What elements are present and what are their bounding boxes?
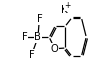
Text: F: F [29, 50, 35, 60]
Text: K: K [60, 5, 67, 15]
Text: F: F [22, 32, 27, 42]
Text: O: O [51, 44, 59, 54]
Text: +: + [64, 1, 71, 10]
Text: F: F [37, 14, 42, 24]
Text: B: B [35, 32, 41, 42]
